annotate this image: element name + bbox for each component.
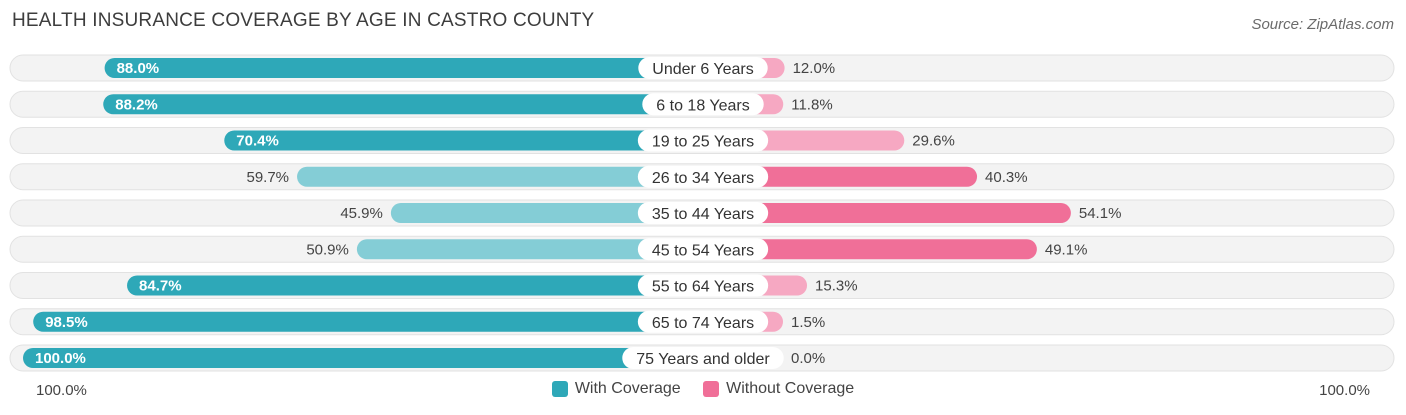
bar-with-coverage [297, 166, 703, 187]
legend-label-with-coverage: With Coverage [574, 380, 681, 397]
data-label-with-coverage: 45.9% [340, 205, 383, 222]
chart-area: 88.0% 12.0% Under 6 Years 88.2% 11.8% 6 to 18… [9, 54, 1395, 372]
data-label-with-coverage: 84.7% [139, 278, 182, 295]
category-pill [637, 310, 769, 333]
bar-with-coverage [33, 311, 703, 332]
category-label: 26 to 34 Years [652, 170, 754, 187]
chart-title: HEALTH INSURANCE COVERAGE BY AGE IN CAST… [12, 10, 595, 31]
data-label-without-coverage: 40.3% [985, 169, 1028, 186]
bar-with-coverage [127, 275, 704, 296]
data-label-without-coverage: 29.6% [912, 133, 955, 150]
axis-left-label: 100.0% [36, 382, 87, 399]
category-pill [637, 202, 769, 224]
category-label: 45 to 54 Years [652, 242, 754, 259]
legend-label-without-coverage: Without Coverage [726, 380, 855, 397]
bar-with-coverage [356, 239, 703, 260]
data-label-without-coverage: 11.8% [791, 96, 832, 113]
category-pill [637, 274, 769, 297]
bar-with-coverage [104, 58, 704, 78]
category-label: 6 to 18 Years [656, 97, 749, 114]
legend-swatch-with-coverage [551, 381, 568, 397]
bar-without-coverage [703, 239, 1037, 260]
category-pill [637, 129, 769, 152]
bar-with-coverage [390, 203, 703, 223]
category-pill [642, 93, 764, 116]
category-pill [637, 165, 769, 188]
data-label-without-coverage: 0.0% [791, 350, 825, 367]
category-label: 75 Years and older [636, 351, 770, 368]
bar-without-coverage [703, 203, 1071, 223]
data-label-with-coverage: 100.0% [35, 350, 86, 367]
category-label: 19 to 25 Years [652, 134, 754, 151]
bar-with-coverage [224, 130, 703, 151]
data-label-with-coverage: 98.5% [45, 314, 88, 331]
legend-swatch-without-coverage [703, 381, 720, 397]
data-label-without-coverage: 1.5% [791, 314, 825, 331]
axis-right-label: 100.0% [1319, 382, 1370, 399]
category-pill [622, 347, 784, 369]
data-label-with-coverage: 50.9% [306, 241, 349, 258]
bar-with-coverage [23, 348, 703, 368]
data-label-without-coverage: 15.3% [815, 278, 858, 295]
category-label: 55 to 64 Years [652, 279, 754, 296]
category-label: Under 6 Years [652, 61, 753, 78]
category-pill [638, 57, 768, 79]
category-label: 35 to 44 Years [652, 206, 754, 223]
data-label-with-coverage: 88.2% [115, 96, 158, 113]
data-label-without-coverage: 49.1% [1045, 241, 1088, 258]
data-label-with-coverage: 59.7% [246, 169, 289, 186]
data-label-without-coverage: 54.1% [1079, 205, 1122, 222]
data-label-without-coverage: 12.0% [793, 60, 836, 77]
legend: With Coverage Without Coverage [0, 380, 1406, 402]
category-label: 65 to 74 Years [652, 315, 754, 332]
legend-item-with-coverage[interactable]: With Coverage [551, 380, 681, 398]
data-label-with-coverage: 88.0% [117, 60, 160, 77]
bar-without-coverage [703, 166, 978, 187]
category-pill [637, 238, 769, 261]
data-label-with-coverage: 70.4% [236, 133, 279, 150]
legend-item-without-coverage[interactable]: Without Coverage [703, 380, 854, 398]
bar-with-coverage [103, 94, 704, 115]
source-label: Source: ZipAtlas.com [1251, 16, 1394, 33]
